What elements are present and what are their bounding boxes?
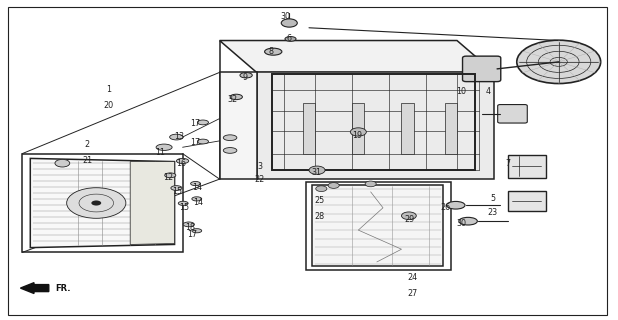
Ellipse shape bbox=[170, 134, 183, 140]
Polygon shape bbox=[445, 103, 457, 154]
Polygon shape bbox=[30, 158, 174, 248]
Text: FR.: FR. bbox=[55, 284, 70, 292]
Text: 25: 25 bbox=[315, 196, 324, 205]
Text: 4: 4 bbox=[485, 87, 490, 96]
Ellipse shape bbox=[171, 186, 182, 190]
Text: 7: 7 bbox=[505, 159, 510, 168]
Ellipse shape bbox=[240, 73, 252, 78]
Circle shape bbox=[350, 128, 366, 136]
Polygon shape bbox=[219, 72, 256, 179]
Polygon shape bbox=[402, 103, 414, 154]
Text: 20: 20 bbox=[104, 101, 114, 110]
Ellipse shape bbox=[183, 222, 194, 227]
Ellipse shape bbox=[165, 173, 176, 178]
Text: 19: 19 bbox=[352, 131, 362, 140]
Ellipse shape bbox=[459, 217, 477, 225]
Text: 21: 21 bbox=[82, 156, 92, 164]
Text: 18: 18 bbox=[185, 223, 196, 232]
Ellipse shape bbox=[446, 201, 465, 209]
Ellipse shape bbox=[190, 181, 200, 186]
Ellipse shape bbox=[285, 36, 296, 41]
Text: 8: 8 bbox=[268, 47, 273, 56]
Circle shape bbox=[365, 181, 376, 187]
Text: 12: 12 bbox=[163, 173, 174, 182]
Text: 15: 15 bbox=[172, 188, 182, 196]
Text: 16: 16 bbox=[176, 159, 186, 168]
Text: 10: 10 bbox=[455, 87, 466, 96]
FancyBboxPatch shape bbox=[462, 56, 501, 82]
Text: 13: 13 bbox=[174, 132, 185, 140]
Circle shape bbox=[328, 183, 339, 188]
Circle shape bbox=[91, 200, 101, 205]
Circle shape bbox=[67, 188, 126, 218]
Bar bbox=[507, 191, 546, 211]
Polygon shape bbox=[312, 186, 444, 266]
Text: 30: 30 bbox=[281, 12, 290, 21]
Text: 3: 3 bbox=[257, 162, 262, 171]
Text: 9: 9 bbox=[243, 73, 248, 82]
Ellipse shape bbox=[223, 148, 237, 153]
Ellipse shape bbox=[156, 144, 172, 150]
Ellipse shape bbox=[230, 94, 242, 100]
Ellipse shape bbox=[192, 229, 201, 233]
FancyBboxPatch shape bbox=[497, 105, 527, 123]
Ellipse shape bbox=[178, 201, 188, 205]
Circle shape bbox=[309, 166, 325, 174]
Text: 14: 14 bbox=[192, 183, 201, 192]
Ellipse shape bbox=[197, 139, 208, 144]
Text: 30: 30 bbox=[456, 219, 467, 228]
Text: 17: 17 bbox=[187, 230, 197, 239]
Text: 28: 28 bbox=[315, 212, 324, 221]
Ellipse shape bbox=[197, 120, 208, 125]
Text: 1: 1 bbox=[106, 85, 111, 94]
Polygon shape bbox=[352, 103, 365, 154]
Text: 17: 17 bbox=[190, 119, 200, 128]
Text: 23: 23 bbox=[488, 208, 498, 217]
Text: 32: 32 bbox=[227, 95, 237, 104]
Text: 6: 6 bbox=[286, 35, 291, 44]
Polygon shape bbox=[303, 103, 315, 154]
Ellipse shape bbox=[223, 135, 237, 140]
Ellipse shape bbox=[176, 158, 188, 164]
Text: 14: 14 bbox=[193, 197, 203, 206]
Circle shape bbox=[316, 186, 327, 192]
Text: 2: 2 bbox=[85, 140, 90, 148]
Polygon shape bbox=[219, 41, 494, 72]
Circle shape bbox=[281, 19, 297, 27]
FancyArrow shape bbox=[20, 283, 49, 293]
Bar bbox=[507, 155, 546, 178]
Text: 11: 11 bbox=[154, 148, 165, 156]
Circle shape bbox=[402, 212, 417, 220]
Text: 29: 29 bbox=[404, 215, 415, 224]
Polygon shape bbox=[130, 162, 174, 244]
Text: 31: 31 bbox=[311, 168, 321, 177]
Text: 5: 5 bbox=[490, 194, 495, 204]
Ellipse shape bbox=[265, 48, 282, 55]
Circle shape bbox=[55, 159, 70, 167]
Text: 24: 24 bbox=[407, 273, 418, 282]
Ellipse shape bbox=[192, 197, 201, 201]
Circle shape bbox=[517, 40, 601, 84]
Text: 27: 27 bbox=[407, 289, 418, 298]
Polygon shape bbox=[256, 72, 494, 179]
Text: 26: 26 bbox=[441, 203, 451, 212]
Text: 22: 22 bbox=[255, 175, 265, 184]
Text: 15: 15 bbox=[179, 203, 189, 212]
Text: 17: 17 bbox=[190, 138, 200, 147]
